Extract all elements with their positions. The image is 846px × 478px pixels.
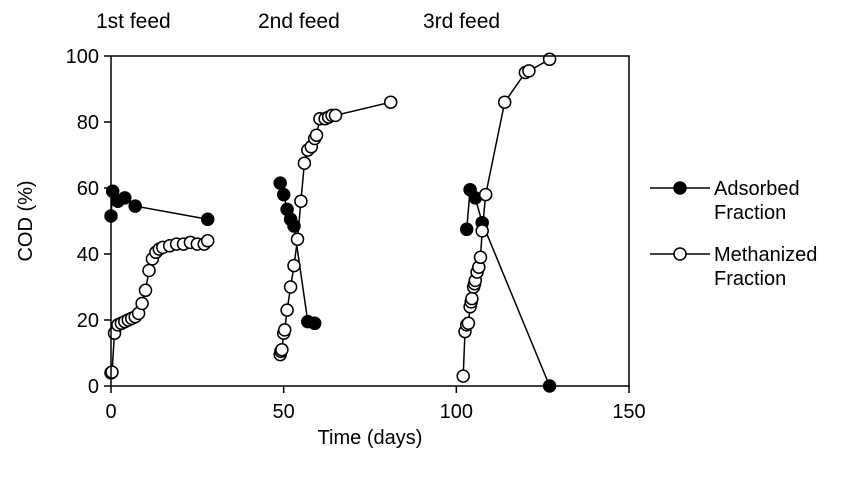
- y-axis: 0 20 40 60 80 100: [66, 46, 111, 398]
- data-point-adsorbed: [118, 191, 132, 205]
- y-tick-label: 40: [77, 244, 99, 266]
- data-point-methanized: [290, 232, 305, 246]
- data-point-adsorbed: [287, 219, 301, 233]
- data-point-adsorbed: [128, 199, 142, 213]
- series-line-methanized: [110, 240, 209, 374]
- data-point-methanized: [465, 291, 479, 306]
- data-point-methanized: [456, 369, 470, 383]
- legend-marker-adsorbed: [673, 181, 687, 195]
- data-point-adsorbed: [273, 176, 287, 190]
- data-point-methanized: [280, 303, 294, 317]
- y-tick-label: 20: [77, 310, 99, 332]
- series-methanized: [104, 52, 557, 383]
- plot-frame: [110, 55, 630, 387]
- x-axis-label: Time (days): [318, 427, 423, 449]
- data-point-methanized: [277, 323, 292, 337]
- legend: Adsorbed Fraction Methanized Fraction: [650, 178, 817, 290]
- data-point-methanized: [522, 64, 536, 78]
- data-point-methanized: [142, 263, 156, 278]
- data-point-methanized: [461, 316, 476, 331]
- data-point-methanized: [328, 108, 343, 123]
- data-point-methanized: [297, 156, 312, 170]
- x-tick-label: 100: [440, 401, 473, 423]
- legend-item-methanized: Methanized Fraction: [650, 244, 817, 290]
- annotation-2nd-feed: 2nd feed: [258, 10, 340, 33]
- data-point-methanized: [287, 258, 301, 273]
- y-axis-label: COD (%): [15, 180, 37, 261]
- plot-marks: [104, 52, 557, 393]
- data-point-methanized: [309, 128, 324, 142]
- data-point-adsorbed: [276, 187, 291, 202]
- annotation-3rd-feed: 3rd feed: [423, 10, 500, 33]
- y-tick-label: 100: [66, 46, 99, 68]
- legend-label-methanized: Methanized Fraction: [714, 244, 817, 290]
- x-tick-label: 50: [273, 401, 295, 423]
- data-point-methanized: [283, 280, 298, 294]
- data-point-methanized: [294, 194, 308, 208]
- data-point-adsorbed: [459, 222, 474, 237]
- legend-label-adsorbed: Adsorbed Fraction: [714, 178, 800, 224]
- legend-item-adsorbed: Adsorbed Fraction: [650, 178, 800, 224]
- data-point-methanized: [475, 224, 489, 238]
- data-point-methanized: [135, 296, 149, 311]
- data-point-adsorbed: [307, 316, 322, 331]
- data-point-methanized: [497, 95, 512, 109]
- data-point-methanized: [383, 95, 398, 109]
- y-tick-label: 60: [77, 178, 99, 200]
- data-point-methanized: [275, 342, 289, 357]
- x-tick-label: 150: [612, 401, 645, 423]
- legend-marker-methanized: [673, 247, 687, 261]
- data-point-methanized: [138, 283, 153, 298]
- x-axis: 0 50 100 150: [105, 386, 646, 423]
- data-point-adsorbed: [200, 212, 215, 227]
- series-adsorbed: [104, 176, 557, 393]
- x-tick-label: 0: [105, 401, 116, 423]
- y-tick-label: 80: [77, 112, 99, 134]
- data-point-methanized: [542, 52, 557, 67]
- annotation-1st-feed: 1st feed: [96, 10, 171, 33]
- data-point-methanized: [473, 250, 488, 265]
- y-tick-label: 0: [88, 376, 99, 398]
- data-point-methanized: [478, 187, 493, 202]
- data-point-methanized: [200, 234, 215, 248]
- data-point-methanized: [105, 365, 119, 379]
